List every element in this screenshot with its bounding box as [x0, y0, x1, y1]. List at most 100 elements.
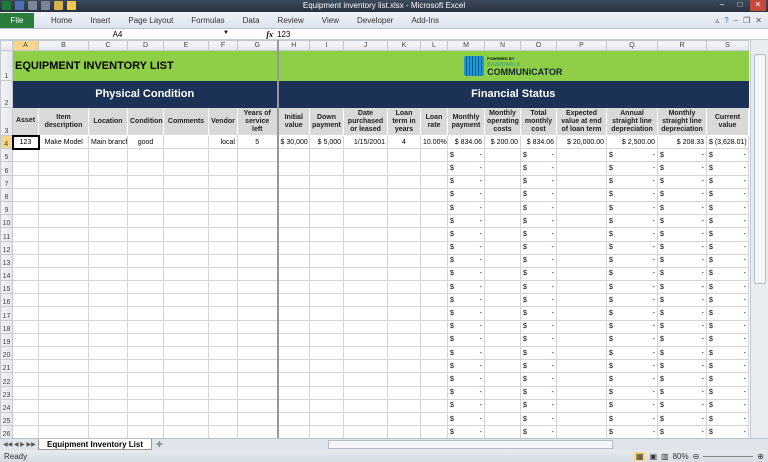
data-cell[interactable] [127, 253, 164, 268]
data-cell[interactable] [484, 174, 521, 189]
data-cell[interactable] [237, 214, 279, 229]
data-cell[interactable]: $ - [606, 359, 658, 374]
data-cell[interactable] [309, 240, 344, 255]
column-title[interactable]: Monthly operating costs [484, 107, 521, 136]
data-cell[interactable] [484, 319, 521, 334]
data-cell[interactable]: $ - [447, 148, 485, 163]
select-all-corner[interactable] [0, 40, 13, 51]
data-cell[interactable]: 4 [387, 134, 421, 150]
data-cell[interactable] [556, 214, 607, 229]
data-cell[interactable] [343, 372, 388, 387]
data-cell[interactable] [237, 187, 279, 202]
data-cell[interactable] [387, 174, 421, 189]
data-cell[interactable]: $ - [447, 161, 485, 176]
data-cell[interactable] [38, 227, 89, 242]
insert-sheet-icon[interactable]: ✚ [156, 440, 163, 449]
data-cell[interactable] [127, 332, 164, 348]
data-cell[interactable] [12, 345, 39, 361]
data-cell[interactable] [387, 266, 421, 282]
column-header-Q[interactable]: Q [606, 40, 658, 51]
data-cell[interactable] [556, 266, 607, 282]
data-cell[interactable] [208, 425, 238, 438]
column-header-S[interactable]: S [706, 40, 749, 51]
data-cell[interactable] [556, 372, 607, 387]
data-cell[interactable] [556, 293, 607, 308]
data-cell[interactable] [38, 385, 89, 400]
data-cell[interactable]: $ - [657, 187, 707, 202]
data-cell[interactable] [88, 411, 128, 427]
row-header[interactable]: 4 [0, 134, 13, 150]
close-button[interactable]: ✕ [750, 0, 766, 11]
data-cell[interactable] [420, 332, 448, 348]
data-cell[interactable]: $ - [447, 332, 485, 348]
data-cell[interactable]: $ - [657, 398, 707, 413]
row-header[interactable]: 17 [0, 306, 13, 321]
data-cell[interactable]: $ (3,628.01) [706, 134, 749, 150]
data-cell[interactable] [387, 227, 421, 242]
data-cell[interactable]: $ - [447, 411, 485, 427]
row-header[interactable]: 9 [0, 200, 13, 216]
data-cell[interactable] [237, 306, 279, 321]
data-cell[interactable]: $ 20,000.00 [556, 134, 607, 150]
data-cell[interactable] [38, 332, 89, 348]
data-cell[interactable] [420, 306, 448, 321]
data-cell[interactable] [420, 319, 448, 334]
data-cell[interactable] [88, 425, 128, 438]
data-cell[interactable] [12, 214, 39, 229]
data-cell[interactable] [309, 253, 344, 268]
data-cell[interactable]: $ - [706, 411, 749, 427]
data-cell[interactable] [163, 398, 209, 413]
data-cell[interactable] [556, 161, 607, 176]
column-header-D[interactable]: D [127, 40, 164, 51]
data-cell[interactable]: $ - [520, 411, 557, 427]
data-cell[interactable] [309, 372, 344, 387]
window-minimize-icon[interactable]: – [733, 15, 739, 25]
data-cell[interactable] [127, 293, 164, 308]
column-title[interactable]: Years of service left [237, 107, 279, 136]
data-cell[interactable] [556, 174, 607, 189]
data-cell[interactable] [38, 266, 89, 282]
data-cell[interactable]: local [208, 134, 238, 150]
data-cell[interactable] [556, 227, 607, 242]
data-cell[interactable] [163, 319, 209, 334]
data-cell[interactable] [420, 200, 448, 216]
data-cell[interactable] [343, 385, 388, 400]
data-cell[interactable] [88, 359, 128, 374]
data-cell[interactable] [208, 174, 238, 189]
data-cell[interactable] [484, 161, 521, 176]
data-cell[interactable] [208, 148, 238, 163]
row-header[interactable]: 14 [0, 266, 13, 282]
data-cell[interactable] [163, 266, 209, 282]
data-cell[interactable]: 123 [11, 134, 40, 150]
data-cell[interactable]: $ - [657, 214, 707, 229]
row-header[interactable]: 1 [0, 50, 13, 81]
data-cell[interactable] [127, 280, 164, 295]
data-cell[interactable] [237, 385, 279, 400]
data-cell[interactable]: $ - [520, 148, 557, 163]
data-cell[interactable] [163, 240, 209, 255]
data-cell[interactable] [309, 398, 344, 413]
name-box[interactable]: A4 ▼ [0, 30, 235, 39]
data-cell[interactable] [277, 148, 310, 163]
data-cell[interactable] [387, 359, 421, 374]
data-cell[interactable] [484, 293, 521, 308]
data-cell[interactable] [277, 280, 310, 295]
column-header-O[interactable]: O [520, 40, 557, 51]
data-cell[interactable] [387, 332, 421, 348]
data-cell[interactable] [484, 398, 521, 413]
data-cell[interactable]: $ - [447, 266, 485, 282]
minimize-ribbon-icon[interactable]: ▵ [715, 15, 720, 25]
data-cell[interactable]: $ - [447, 293, 485, 308]
data-cell[interactable] [163, 332, 209, 348]
data-cell[interactable] [309, 148, 344, 163]
row-header[interactable]: 6 [0, 161, 13, 176]
data-cell[interactable] [420, 345, 448, 361]
data-cell[interactable]: $ - [520, 385, 557, 400]
data-cell[interactable]: $ - [520, 425, 557, 438]
data-cell[interactable]: $ - [657, 227, 707, 242]
data-cell[interactable] [387, 161, 421, 176]
data-cell[interactable] [556, 345, 607, 361]
data-cell[interactable] [343, 161, 388, 176]
data-cell[interactable]: $ - [606, 187, 658, 202]
data-cell[interactable] [556, 359, 607, 374]
